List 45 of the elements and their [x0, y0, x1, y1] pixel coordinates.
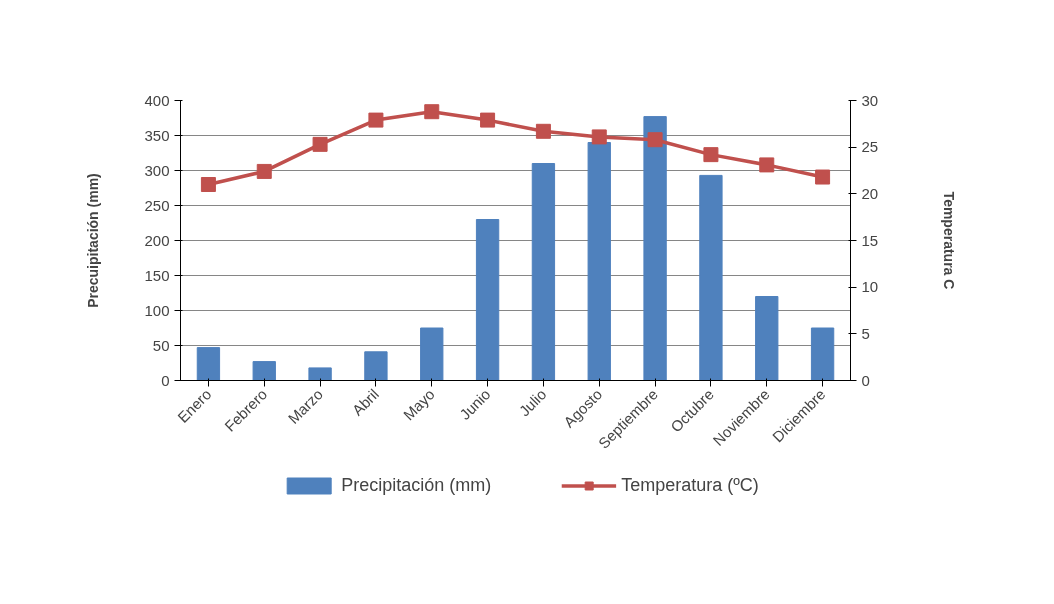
bar [252, 361, 276, 381]
y2-tick-label: 20 [861, 184, 879, 202]
y2-axis-title: Temperatura C [941, 191, 958, 290]
legend-label: Temperatura (ºC) [621, 474, 759, 496]
point [535, 123, 551, 139]
y-tick-label: 0 [161, 371, 170, 389]
y2-tick-label: 5 [861, 324, 870, 342]
point [200, 177, 216, 192]
point [480, 112, 496, 128]
point [312, 136, 328, 152]
y2-tick-label: 15 [861, 231, 879, 249]
point [368, 112, 384, 128]
y2-tick-label: 0 [861, 371, 870, 389]
bar [643, 116, 667, 381]
y2-tick-label: 10 [861, 278, 879, 296]
point [815, 169, 831, 185]
bar [308, 367, 332, 381]
y-tick-label: 100 [144, 301, 170, 319]
y-tick-label: 300 [144, 161, 170, 179]
point [256, 163, 272, 179]
point [591, 129, 607, 145]
point [703, 147, 719, 163]
y-tick-label: 250 [144, 196, 170, 214]
bar [810, 327, 835, 381]
bar [364, 351, 388, 381]
legend-label: Precipitación (mm) [341, 474, 492, 496]
bar [475, 219, 500, 381]
y-tick-label: 50 [152, 336, 170, 354]
y-tick-label: 200 [144, 231, 170, 249]
y-axis-title: Precuipitación (mm) [85, 173, 102, 308]
bar [699, 174, 723, 381]
bar [587, 142, 611, 381]
y-tick-label: 350 [144, 126, 170, 144]
point [647, 132, 663, 148]
y-tick-label: 400 [144, 91, 170, 109]
bar [531, 163, 556, 381]
point [759, 157, 775, 173]
y-tick-label: 150 [144, 266, 170, 284]
bar [196, 347, 221, 381]
x-tick-label: Julio [515, 385, 550, 420]
bar [755, 296, 779, 381]
y2-tick-label: 25 [861, 138, 879, 156]
y2-tick-label: 30 [861, 91, 879, 109]
point [424, 104, 440, 120]
bar [420, 327, 444, 381]
